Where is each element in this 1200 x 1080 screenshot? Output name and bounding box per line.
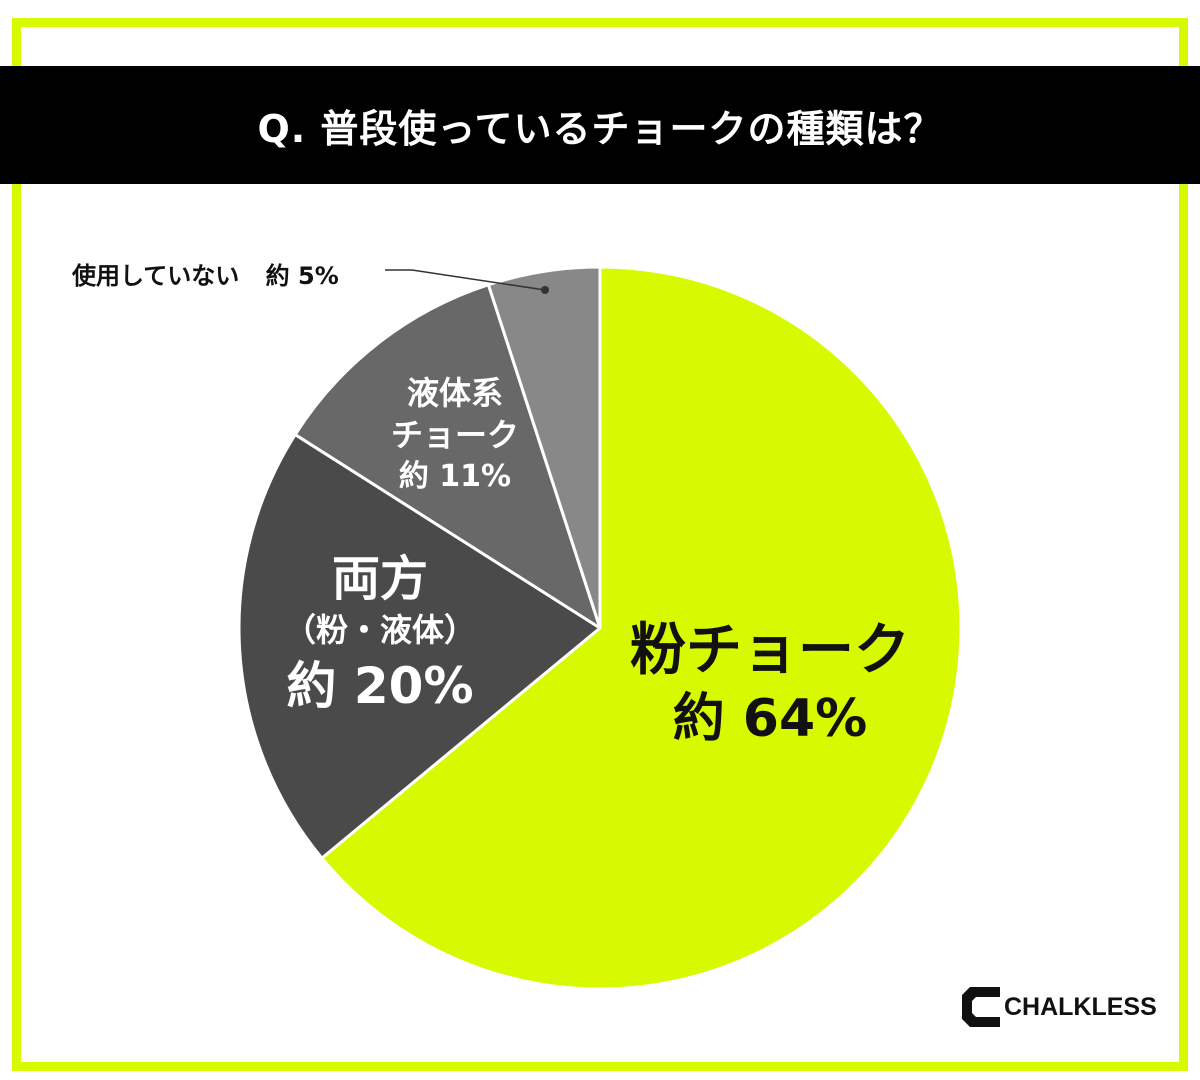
slice-label-both: 両方 （粉・液体） 約 20% (230, 550, 530, 720)
slice-value-powder: 約 64% (672, 689, 868, 749)
pie-slice-both (237, 433, 602, 860)
leader-line (385, 269, 546, 291)
title-bar: Q. 普段使っているチョークの種類は？ (0, 66, 1200, 184)
pie-slice-unused (486, 265, 602, 630)
slice-label-powder: 粉チョーク 約 64% (610, 618, 930, 754)
pie-slice-liquid (293, 283, 602, 630)
slice-subname-both: （粉・液体） (283, 611, 476, 649)
slice-name-unused: 使用していない (72, 262, 240, 290)
slice-value-both: 約 20% (286, 657, 474, 715)
slice-name-both: 両方 (331, 551, 428, 607)
slice-name-liquid-line2: チョーク (390, 416, 519, 454)
pie-slices (237, 265, 963, 991)
slice-name-powder: 粉チョーク (630, 618, 910, 683)
slice-value-liquid: 約 11% (398, 459, 512, 494)
slice-label-unused: 使用していない 約 5% (72, 256, 339, 291)
chart-title: Q. 普段使っているチョークの種類は？ (257, 106, 943, 151)
brand-logo: CHALKLESS (960, 985, 1157, 1029)
pie-slice-powder (320, 265, 963, 991)
chalkless-logo-icon (962, 987, 1000, 1027)
brand-name: CHALKLESS (1004, 992, 1157, 1021)
slice-value-unused: 約 5% (265, 262, 339, 290)
slice-label-liquid: 液体系 チョーク 約 11% (360, 372, 550, 498)
slice-name-liquid-line1: 液体系 (406, 374, 503, 412)
leader-dot (541, 286, 549, 294)
